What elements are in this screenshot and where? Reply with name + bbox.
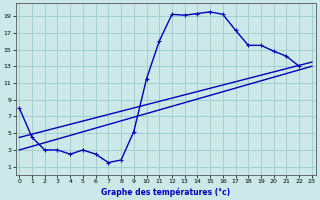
X-axis label: Graphe des températures (°c): Graphe des températures (°c) xyxy=(101,187,230,197)
